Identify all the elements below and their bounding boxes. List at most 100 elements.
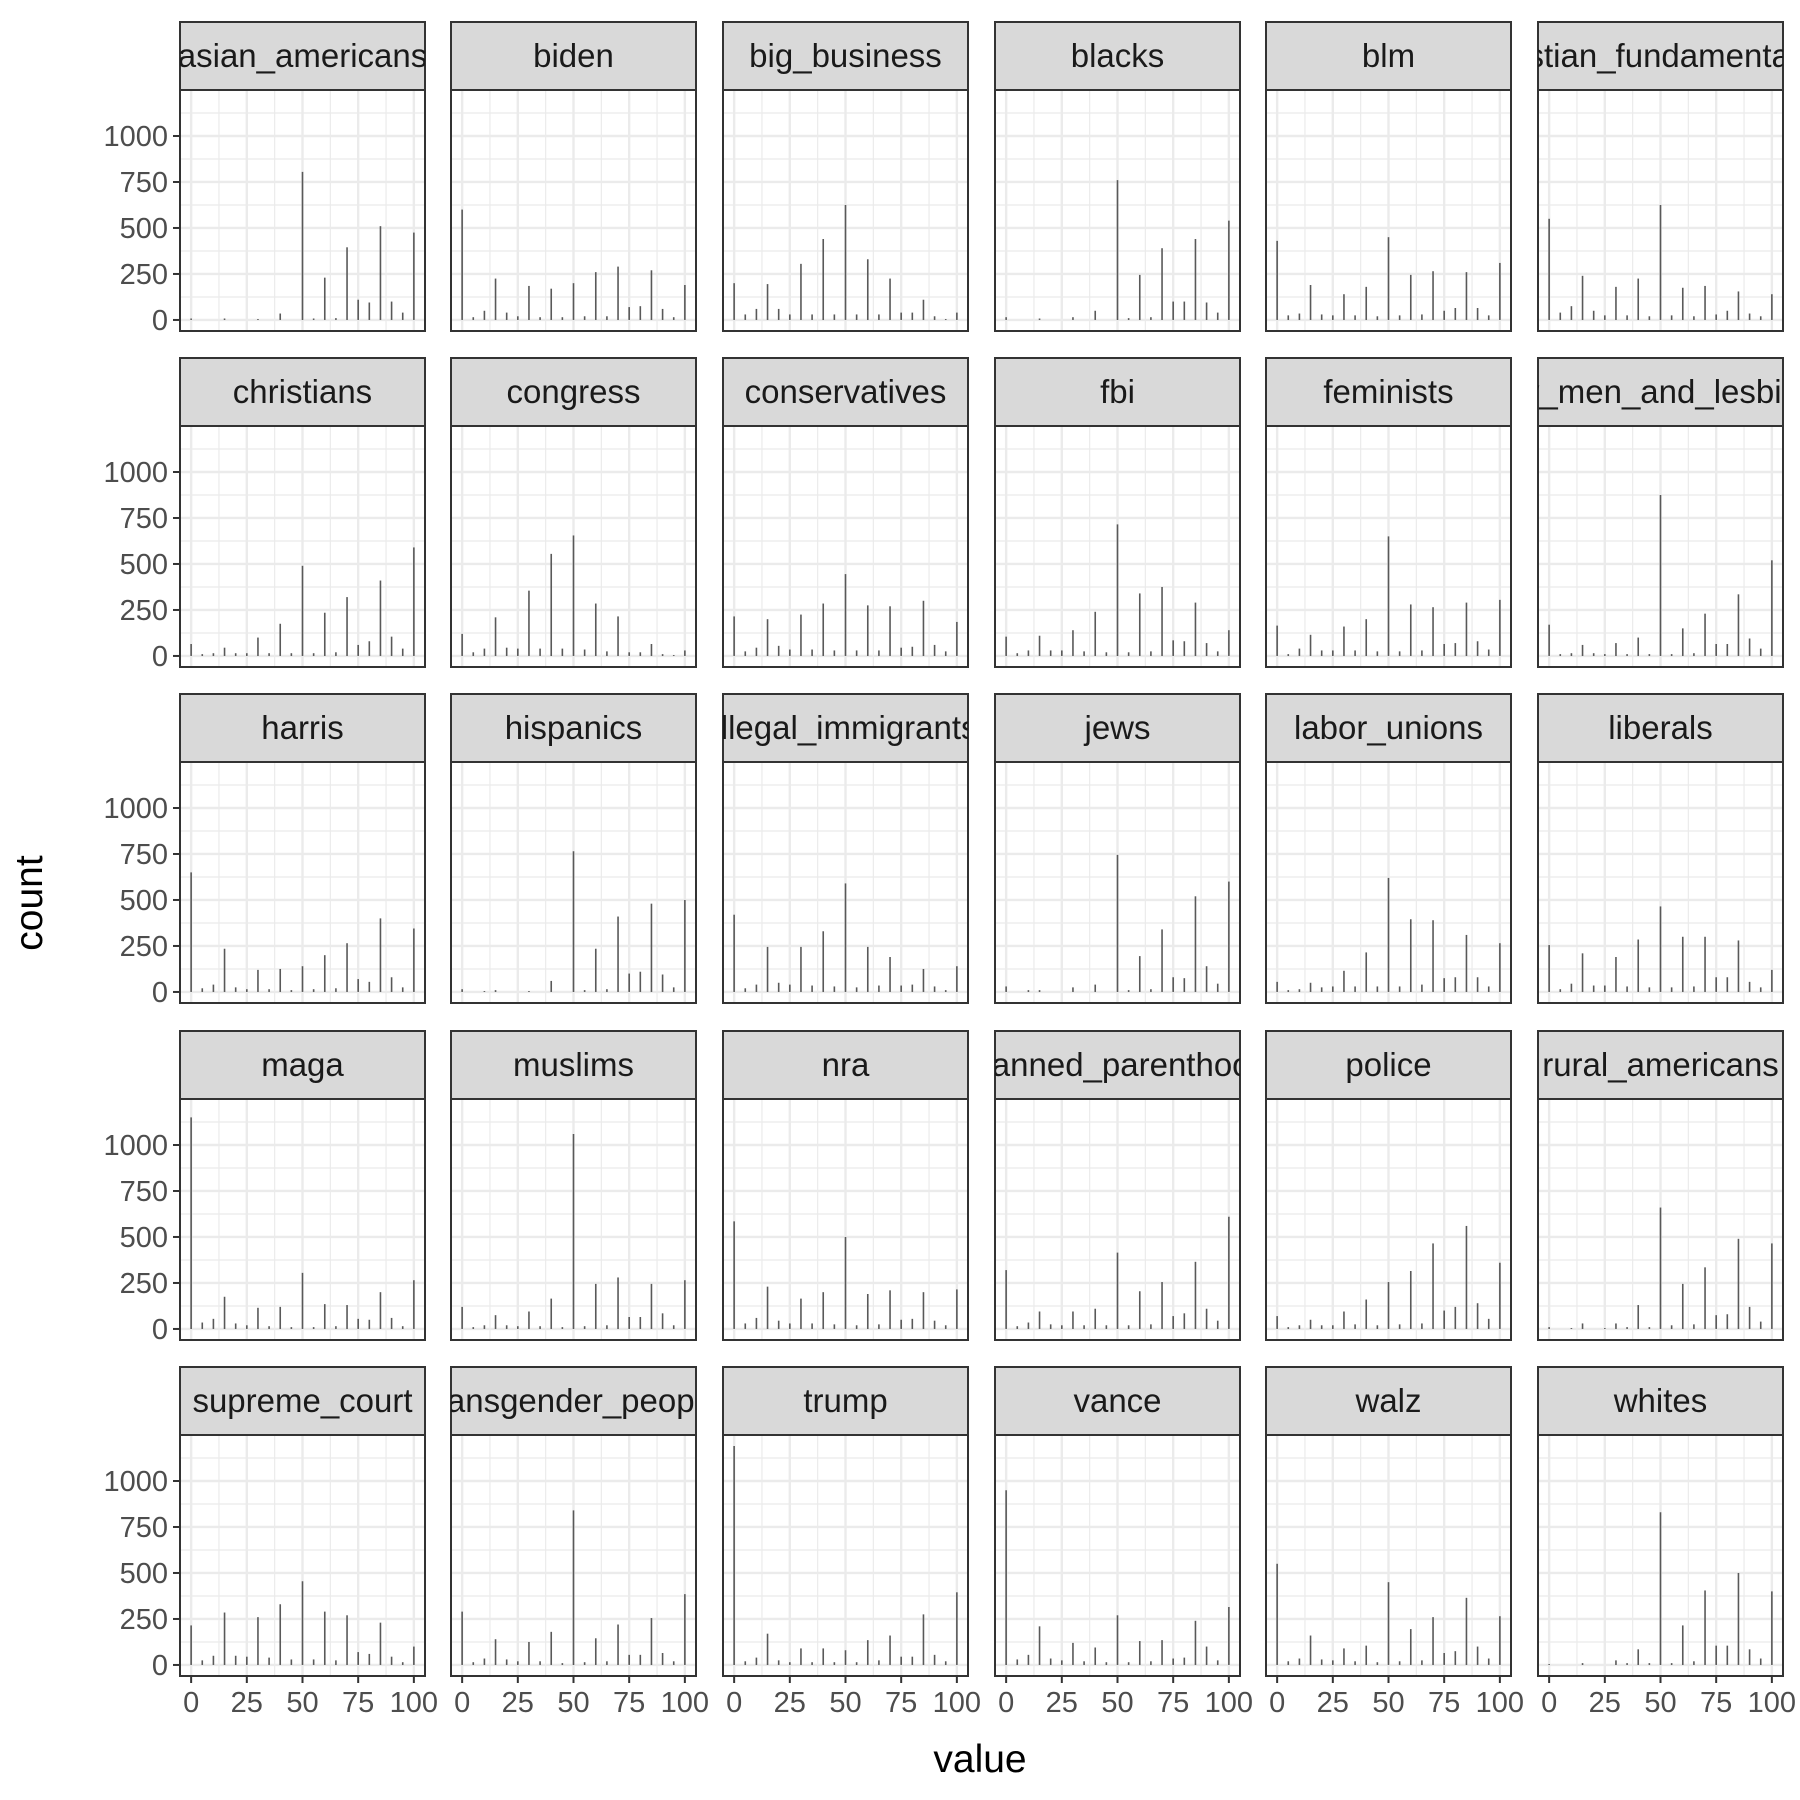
facet-panel-muslims: muslims: [450, 1030, 697, 1341]
facet-strip-label: rural_americans: [1542, 1046, 1779, 1083]
x-tick-label: 0: [183, 1687, 199, 1719]
panel-border: [722, 89, 969, 332]
x-tick-label: 0: [454, 1687, 470, 1719]
facet-strip-label: planned_parenthood: [966, 1046, 1269, 1083]
y-tick-label: 750: [120, 503, 168, 535]
x-tick-label: 100: [1748, 1687, 1796, 1719]
facet-panel-transgender_people: transgender_people 0 25 50 75 100: [427, 1366, 721, 1719]
facet-panel-whites: whites 0 25 50 75 100: [1537, 1366, 1796, 1719]
facet-strip-label: feminists: [1323, 373, 1453, 410]
x-axis-title: value: [933, 1738, 1026, 1781]
facet-strip: [1265, 357, 1512, 427]
facet-panel-big_business: big_business: [722, 21, 969, 332]
x-tick-label: 100: [933, 1687, 981, 1719]
facet-panel-biden: biden: [450, 21, 697, 332]
x-tick-label: 50: [829, 1687, 861, 1719]
facet-panel-christians: christians 0 250 500 750 1000: [103, 357, 426, 673]
facet-strip-label: christians: [233, 373, 372, 410]
panel-border: [994, 1098, 1241, 1341]
facet-strip-label: hispanics: [505, 709, 643, 746]
facet-panel-planned_parenthood: planned_parenthood: [966, 1030, 1269, 1341]
facet-strip: [1265, 693, 1512, 763]
facet-strip-label: trump: [803, 1382, 887, 1419]
facet-panel-jews: jews: [994, 693, 1241, 1004]
y-tick-label: 500: [120, 885, 168, 917]
facet-panel-blacks: blacks: [994, 21, 1241, 332]
y-tick-label: 750: [120, 839, 168, 871]
facet-panel-nra: nra: [722, 1030, 969, 1341]
facet-strip-label: walz: [1354, 1382, 1421, 1419]
facet-strip: [450, 693, 697, 763]
facet-strip-label: labor_unions: [1294, 709, 1483, 746]
panel-border: [994, 761, 1241, 1004]
x-tick-label: 25: [231, 1687, 263, 1719]
facet-panel-walz: walz 0 25 50 75 100: [1265, 1366, 1524, 1719]
facet-panel-gay_men_and_lesbians: gay_men_and_lesbians: [1537, 357, 1784, 668]
facet-strip-label: whites: [1613, 1382, 1708, 1419]
x-tick-label: 100: [661, 1687, 709, 1719]
panel-border: [179, 1098, 426, 1341]
facet-panel-trump: trump 0 25 50 75 100: [722, 1366, 981, 1719]
panel-border: [450, 1098, 697, 1341]
x-tick-label: 25: [774, 1687, 806, 1719]
y-tick-label: 0: [152, 1650, 168, 1682]
facet-strip: [1537, 21, 1784, 91]
x-tick-label: 0: [726, 1687, 742, 1719]
facet-strip-label: congress: [507, 373, 641, 410]
panel-border: [722, 761, 969, 1004]
facet-panel-labor_unions: labor_unions: [1265, 693, 1512, 1004]
x-tick-label: 0: [1269, 1687, 1285, 1719]
panel-border: [722, 1098, 969, 1341]
y-tick-label: 750: [120, 1512, 168, 1544]
y-tick-label: 1000: [103, 793, 168, 825]
facet-panel-maga: maga 0 250 500 750 1000: [103, 1030, 426, 1346]
facet-strip: [1265, 1030, 1512, 1100]
facet-strip-label: big_business: [749, 37, 942, 74]
x-tick-label: 25: [1589, 1687, 1621, 1719]
x-tick-label: 75: [342, 1687, 374, 1719]
facet-strip: [994, 357, 1241, 427]
facet-strip-label: transgender_people: [427, 1382, 721, 1419]
panel-border: [1537, 761, 1784, 1004]
facet-strip-label: vance: [1073, 1382, 1161, 1419]
facet-panel-christian_fundamentalists: christian_fundamentalists: [1537, 21, 1784, 332]
facet-panel-supreme_court: supreme_court 0 250 500 750 1000 0 25 50 75 100: [103, 1366, 438, 1719]
x-tick-label: 0: [1541, 1687, 1557, 1719]
facet-strip: [994, 21, 1241, 91]
facet-panel-illegal_immigrants: illegal_immigrants: [722, 693, 969, 1004]
facet-strip: [179, 357, 426, 427]
facet-strip-label: police: [1345, 1046, 1431, 1083]
facet-panel-conservatives: conservatives: [722, 357, 969, 668]
x-tick-label: 25: [1046, 1687, 1078, 1719]
facet-panel-fbi: fbi: [994, 357, 1241, 668]
y-tick-label: 1000: [103, 1466, 168, 1498]
x-tick-label: 0: [998, 1687, 1014, 1719]
y-tick-label: 1000: [103, 121, 168, 153]
panel-border: [1265, 761, 1512, 1004]
facet-strip: [1537, 693, 1784, 763]
facet-panel-rural_americans: rural_americans: [1537, 1030, 1784, 1341]
facet-strip-label: fbi: [1100, 373, 1135, 410]
panel-border: [179, 761, 426, 1004]
facet-strip: [994, 693, 1241, 763]
x-tick-label: 100: [1476, 1687, 1524, 1719]
panel-border: [179, 425, 426, 668]
facet-strip-label: blm: [1362, 37, 1415, 74]
y-tick-label: 250: [120, 595, 168, 627]
facet-strip-label: jews: [1083, 709, 1150, 746]
y-tick-label: 500: [120, 1222, 168, 1254]
facet-strip: [1537, 1030, 1784, 1100]
x-tick-label: 75: [1157, 1687, 1189, 1719]
x-tick-label: 75: [1700, 1687, 1732, 1719]
facet-strip-label: nra: [822, 1046, 870, 1083]
x-tick-label: 75: [885, 1687, 917, 1719]
facet-strip: [722, 1366, 969, 1436]
facet-strip: [179, 1366, 426, 1436]
y-tick-label: 1000: [103, 457, 168, 489]
panel-border: [994, 425, 1241, 668]
facet-strip: [722, 693, 969, 763]
panel-border: [722, 425, 969, 668]
facet-strip-label: conservatives: [745, 373, 947, 410]
